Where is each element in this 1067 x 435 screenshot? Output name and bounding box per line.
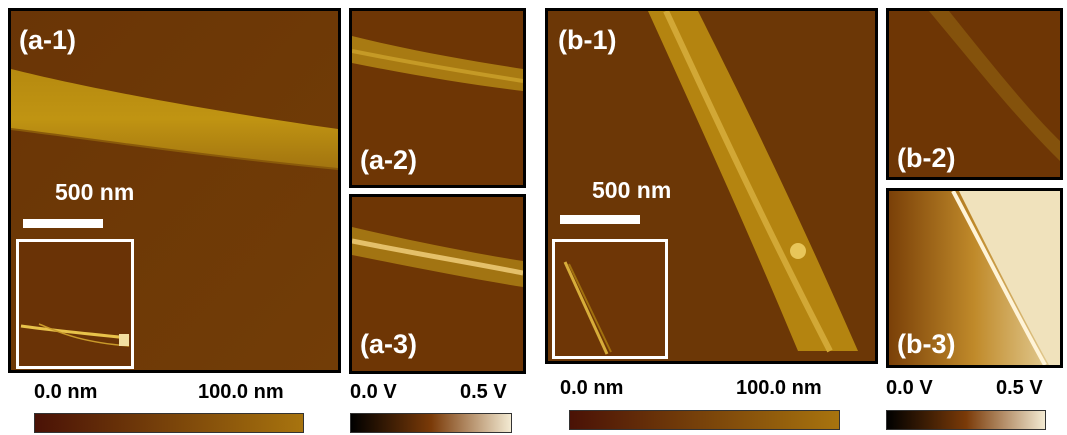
panel-label: (b-1) bbox=[558, 25, 617, 55]
panel-a2-potential: (a-2) bbox=[349, 8, 526, 188]
colorbar-a-potential bbox=[350, 413, 512, 433]
inset-image bbox=[19, 242, 131, 366]
panel-b1-topography: (b-1) 500 nm bbox=[545, 8, 878, 364]
scale-bar-label: 500 nm bbox=[55, 179, 135, 205]
scale-bar-label: 500 nm bbox=[592, 177, 672, 203]
colorbar-a-potential-max: 0.5 V bbox=[460, 381, 507, 403]
colorbar-b-potential bbox=[886, 410, 1046, 430]
potential-image-b2 bbox=[889, 11, 1060, 177]
panel-a1-topography: (a-1) 500 nm bbox=[8, 8, 341, 373]
scale-bar bbox=[23, 219, 103, 228]
inset-overview-b1 bbox=[552, 239, 668, 359]
panel-a3-potential: (a-3) bbox=[349, 194, 526, 374]
inset-image bbox=[555, 242, 665, 356]
panel-label: (a-2) bbox=[360, 145, 418, 175]
inset-overview-a1 bbox=[16, 239, 134, 369]
colorbar-b-potential-min: 0.0 V bbox=[886, 377, 933, 399]
colorbar-a-height bbox=[34, 413, 304, 433]
colorbar-b-potential-max: 0.5 V bbox=[996, 377, 1043, 399]
panel-label: (a-3) bbox=[360, 329, 418, 359]
colorbar-b-height bbox=[569, 410, 840, 430]
potential-image-b3 bbox=[889, 191, 1060, 365]
colorbar-a-potential-min: 0.0 V bbox=[350, 381, 397, 403]
panel-label: (b-3) bbox=[897, 329, 956, 359]
potential-image-a2 bbox=[352, 11, 523, 185]
colorbar-a-height-min: 0.0 nm bbox=[34, 381, 98, 403]
panel-b2-potential: (b-2) bbox=[886, 8, 1063, 180]
panel-b3-potential: (b-3) bbox=[886, 188, 1063, 368]
panel-label: (a-1) bbox=[19, 25, 77, 55]
potential-image-a3 bbox=[352, 197, 523, 371]
colorbar-b-height-min: 0.0 nm bbox=[560, 377, 624, 399]
colorbar-a-height-max: 100.0 nm bbox=[198, 381, 284, 403]
colorbar-b-height-max: 100.0 nm bbox=[736, 377, 822, 399]
panel-label: (b-2) bbox=[897, 143, 956, 173]
scale-bar bbox=[560, 215, 640, 224]
